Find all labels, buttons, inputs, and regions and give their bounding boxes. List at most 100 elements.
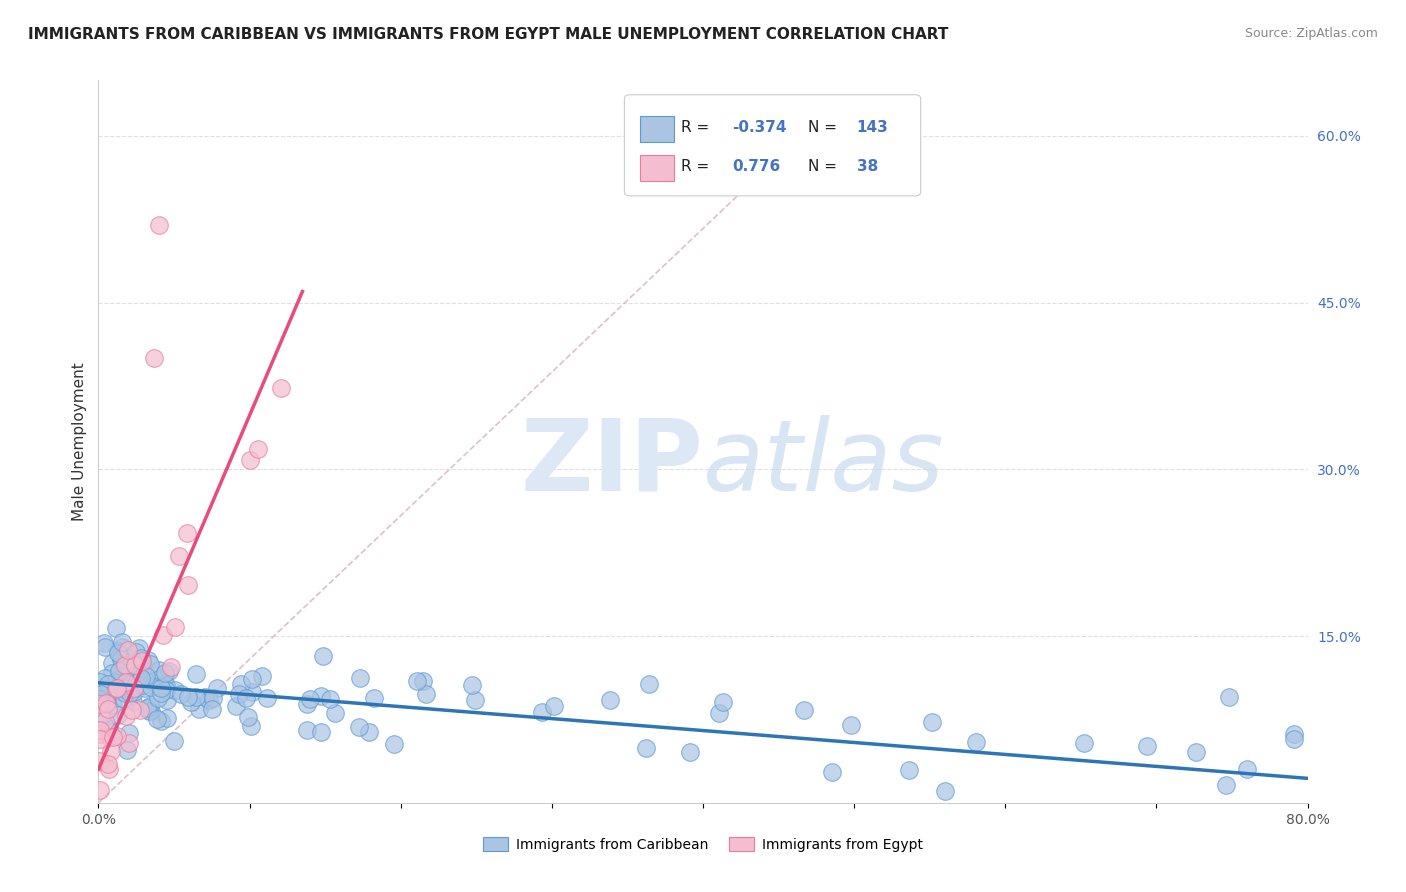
Point (139, 657, 162, 672)
Point (131, 671, 153, 685)
Point (138, 704, 160, 718)
Point (122, 695, 145, 709)
Point (155, 678, 177, 692)
Point (114, 675, 136, 690)
Point (89, 723, 111, 737)
Point (114, 669, 136, 683)
Point (839, 717, 862, 731)
Point (180, 695, 202, 709)
Point (148, 218, 170, 232)
Point (247, 442, 270, 456)
Point (349, 672, 371, 686)
Point (129, 674, 152, 689)
Point (347, 720, 370, 734)
Point (103, 731, 125, 745)
Point (415, 687, 437, 701)
Point (124, 681, 146, 695)
Point (115, 742, 138, 756)
Legend: Immigrants from Caribbean, Immigrants from Egypt: Immigrants from Caribbean, Immigrants fr… (477, 831, 929, 857)
Point (98, 723, 121, 738)
Point (201, 690, 224, 705)
Point (143, 351, 166, 366)
Point (187, 701, 209, 715)
Point (148, 663, 170, 677)
Point (103, 698, 125, 713)
Point (97, 762, 120, 776)
Point (97, 756, 120, 771)
Point (146, 690, 169, 705)
Point (105, 684, 128, 698)
Point (139, 681, 162, 695)
Point (107, 646, 129, 660)
Point (97, 676, 120, 690)
FancyBboxPatch shape (624, 95, 921, 196)
Point (252, 669, 274, 683)
Point (90, 687, 112, 701)
Text: ZIP: ZIP (520, 415, 703, 512)
Point (107, 708, 129, 723)
Point (405, 674, 427, 689)
Point (135, 669, 157, 683)
Point (531, 705, 554, 719)
Point (1185, 745, 1208, 759)
Point (104, 681, 127, 696)
Point (89, 732, 111, 747)
Text: R =: R = (682, 160, 710, 175)
Point (176, 525, 198, 540)
Point (111, 640, 134, 654)
Point (129, 651, 152, 665)
Point (167, 549, 190, 563)
Point (194, 690, 217, 704)
Point (149, 681, 172, 695)
Point (108, 673, 131, 687)
Point (131, 654, 153, 668)
Point (114, 655, 136, 669)
Y-axis label: Male Unemployment: Male Unemployment (72, 362, 87, 521)
Point (148, 672, 170, 686)
Point (679, 745, 702, 759)
Point (319, 692, 342, 706)
Point (270, 381, 292, 395)
Point (118, 670, 141, 684)
Point (96, 696, 118, 710)
Point (97, 722, 120, 736)
Point (107, 664, 129, 678)
Point (897, 763, 920, 777)
Point (240, 685, 263, 699)
Text: R =: R = (682, 120, 710, 135)
Point (101, 665, 124, 680)
Point (105, 621, 128, 635)
Point (105, 729, 128, 743)
Point (100, 731, 122, 745)
Text: 38: 38 (856, 160, 877, 175)
Point (89, 697, 111, 711)
Point (117, 683, 139, 698)
Point (146, 712, 169, 726)
Point (793, 703, 815, 717)
Point (163, 734, 186, 748)
Point (114, 708, 136, 723)
Text: atlas: atlas (703, 415, 945, 512)
Point (118, 736, 141, 750)
Point (100, 744, 122, 758)
Point (638, 677, 661, 691)
Point (821, 764, 844, 779)
Point (297, 697, 319, 711)
Point (323, 706, 346, 720)
Point (711, 695, 734, 709)
Point (93, 681, 115, 696)
Point (96, 696, 118, 710)
Point (114, 657, 136, 672)
Point (240, 718, 263, 732)
Point (170, 687, 193, 701)
Point (363, 691, 385, 706)
Point (128, 669, 150, 683)
Point (101, 657, 124, 671)
Point (110, 652, 132, 666)
Text: Source: ZipAtlas.com: Source: ZipAtlas.com (1244, 27, 1378, 40)
Text: 0.776: 0.776 (733, 160, 780, 175)
Point (1282, 732, 1305, 747)
Point (228, 687, 250, 701)
Point (157, 664, 180, 678)
Text: N =: N = (808, 120, 837, 135)
